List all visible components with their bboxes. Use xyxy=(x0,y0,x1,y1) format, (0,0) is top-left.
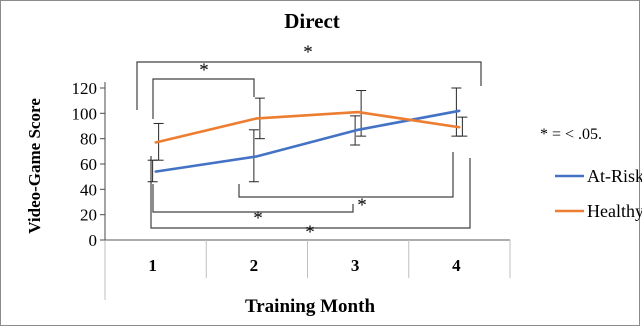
data-point xyxy=(255,155,259,158)
y-tick-label: 0 xyxy=(89,231,98,250)
data-point xyxy=(356,110,360,114)
significance-bracket xyxy=(136,61,482,110)
significance-star: * xyxy=(303,42,313,63)
data-point xyxy=(154,141,157,144)
y-tick-label: 60 xyxy=(80,155,97,174)
data-point xyxy=(356,128,360,131)
significance-bracket xyxy=(152,78,255,119)
data-point xyxy=(458,126,461,129)
significance-note: * = < .05. xyxy=(540,126,602,143)
significance-brackets: * * * * * xyxy=(136,42,482,243)
y-tick-label: 120 xyxy=(72,79,98,98)
series-line-healthy xyxy=(155,110,460,144)
significance-bracket xyxy=(152,184,354,213)
y-tick-labels: 0 20 40 60 80 100 120 xyxy=(72,79,98,250)
y-tick-label: 20 xyxy=(80,206,97,225)
significance-bracket xyxy=(238,152,454,198)
axes xyxy=(100,82,511,300)
significance-bracket xyxy=(150,156,471,229)
x-tick-label: 4 xyxy=(452,256,461,275)
data-point xyxy=(154,170,157,173)
chart-title: Direct xyxy=(284,9,340,33)
y-tick-label: 100 xyxy=(72,104,98,123)
x-tick-label: 3 xyxy=(351,256,360,275)
x-tick-label: 1 xyxy=(148,256,157,275)
data-point xyxy=(458,109,461,113)
y-tick-label: 40 xyxy=(80,180,97,199)
legend: At-Risk Healthy xyxy=(555,166,642,221)
y-axis-label: Video-Game Score xyxy=(25,98,44,234)
data-point xyxy=(255,117,259,120)
x-axis-label: Training Month xyxy=(245,296,375,317)
legend-label: Healthy xyxy=(587,201,642,221)
y-tick-label: 80 xyxy=(80,130,97,149)
significance-star: * xyxy=(253,208,263,229)
x-tick-label: 2 xyxy=(250,256,259,275)
error-bars xyxy=(147,87,468,183)
legend-label: At-Risk xyxy=(587,166,642,186)
significance-star: * xyxy=(305,222,315,243)
significance-star: * xyxy=(199,60,209,81)
significance-star: * xyxy=(357,195,367,216)
series-lines xyxy=(154,109,461,173)
x-tick-labels: 1 2 3 4 xyxy=(148,256,461,275)
